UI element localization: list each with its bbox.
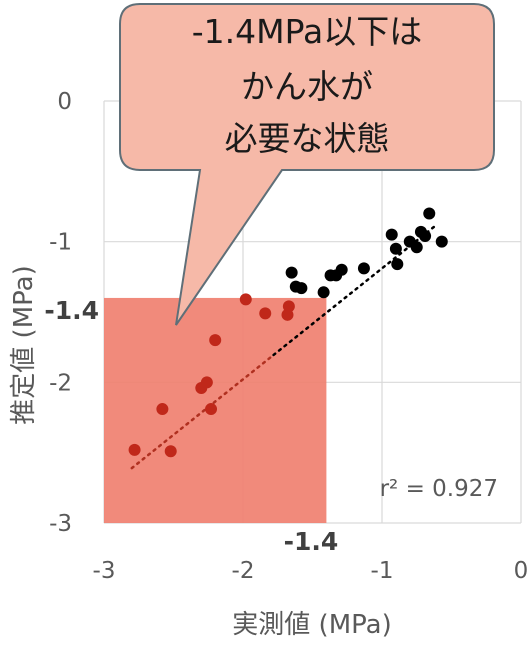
callout-line-3: 必要な状態 xyxy=(225,119,390,158)
data-point xyxy=(239,293,252,306)
r2-annotation: r² = 0.927 xyxy=(380,476,498,502)
y-tick-label: -2 xyxy=(49,370,72,396)
tick-labels: -3 -2 -1 0 -3 -2 -1 0 xyxy=(49,89,528,584)
data-point xyxy=(295,282,308,295)
y-tick-label: -1 xyxy=(49,230,72,256)
data-point xyxy=(389,242,402,255)
data-point xyxy=(391,258,404,271)
callout-line-1: -1.4MPa以下は xyxy=(192,12,423,51)
x-tick-label: -3 xyxy=(93,558,116,584)
x-axis-label: 実測値 (MPa) xyxy=(232,610,391,640)
data-point xyxy=(209,334,222,347)
callout-bubble xyxy=(119,3,495,326)
data-point xyxy=(385,228,398,241)
data-point xyxy=(335,263,348,276)
data-point xyxy=(164,445,177,458)
data-point xyxy=(128,443,141,456)
data-point xyxy=(419,230,432,243)
data-point xyxy=(285,266,298,279)
data-point xyxy=(435,235,448,248)
data-point xyxy=(156,403,169,416)
x-tick-label: -2 xyxy=(232,558,255,584)
data-point xyxy=(282,300,295,313)
x-tick-label: 0 xyxy=(514,558,528,584)
data-points xyxy=(128,207,448,458)
data-point xyxy=(317,286,330,299)
data-point xyxy=(205,403,218,416)
y-tick-label: -3 xyxy=(49,511,72,537)
y-tick-label: 0 xyxy=(57,89,72,115)
data-point xyxy=(423,207,436,220)
data-point xyxy=(357,262,370,275)
data-point xyxy=(259,307,272,320)
data-point xyxy=(200,376,213,389)
callout-line-2: かん水が xyxy=(241,67,373,106)
threshold-x-label: -1.4 xyxy=(284,527,339,556)
x-tick-label: -1 xyxy=(371,558,394,584)
trendline-segment-highlighted xyxy=(130,353,275,470)
data-point xyxy=(410,241,423,254)
trendline-segment xyxy=(272,224,437,357)
y-axis-label: 推定値 (MPa) xyxy=(9,265,39,424)
trendline xyxy=(130,224,437,470)
threshold-y-label: -1.4 xyxy=(44,296,99,325)
